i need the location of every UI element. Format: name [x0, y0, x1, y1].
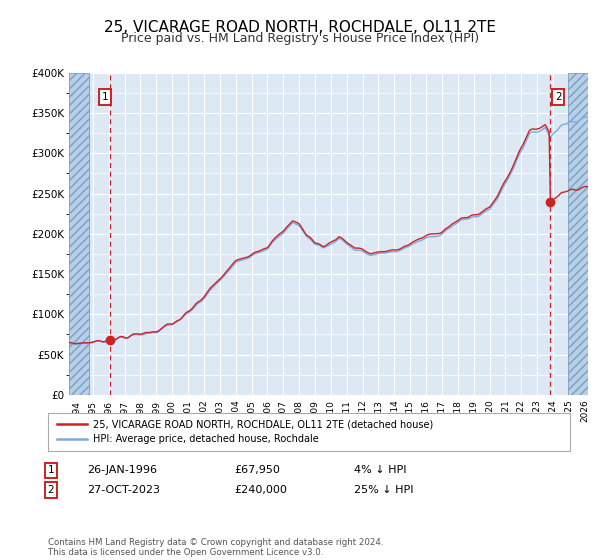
Text: 1: 1: [102, 92, 109, 102]
Text: 26-JAN-1996: 26-JAN-1996: [87, 465, 157, 475]
Text: 25, VICARAGE ROAD NORTH, ROCHDALE, OL11 2TE (detached house): 25, VICARAGE ROAD NORTH, ROCHDALE, OL11 …: [93, 419, 433, 429]
Text: 25, VICARAGE ROAD NORTH, ROCHDALE, OL11 2TE: 25, VICARAGE ROAD NORTH, ROCHDALE, OL11 …: [104, 20, 496, 35]
Text: Price paid vs. HM Land Registry's House Price Index (HPI): Price paid vs. HM Land Registry's House …: [121, 32, 479, 45]
Text: £240,000: £240,000: [234, 485, 287, 495]
Text: 2: 2: [555, 92, 562, 102]
Text: 25% ↓ HPI: 25% ↓ HPI: [354, 485, 413, 495]
Text: HPI: Average price, detached house, Rochdale: HPI: Average price, detached house, Roch…: [93, 435, 319, 445]
Text: Contains HM Land Registry data © Crown copyright and database right 2024.
This d: Contains HM Land Registry data © Crown c…: [48, 538, 383, 557]
Bar: [568, 73, 588, 395]
Text: 4% ↓ HPI: 4% ↓ HPI: [354, 465, 407, 475]
Text: 2: 2: [47, 485, 55, 495]
Bar: [69, 73, 89, 395]
Text: 27-OCT-2023: 27-OCT-2023: [87, 485, 160, 495]
Text: £67,950: £67,950: [234, 465, 280, 475]
Text: 1: 1: [47, 465, 55, 475]
